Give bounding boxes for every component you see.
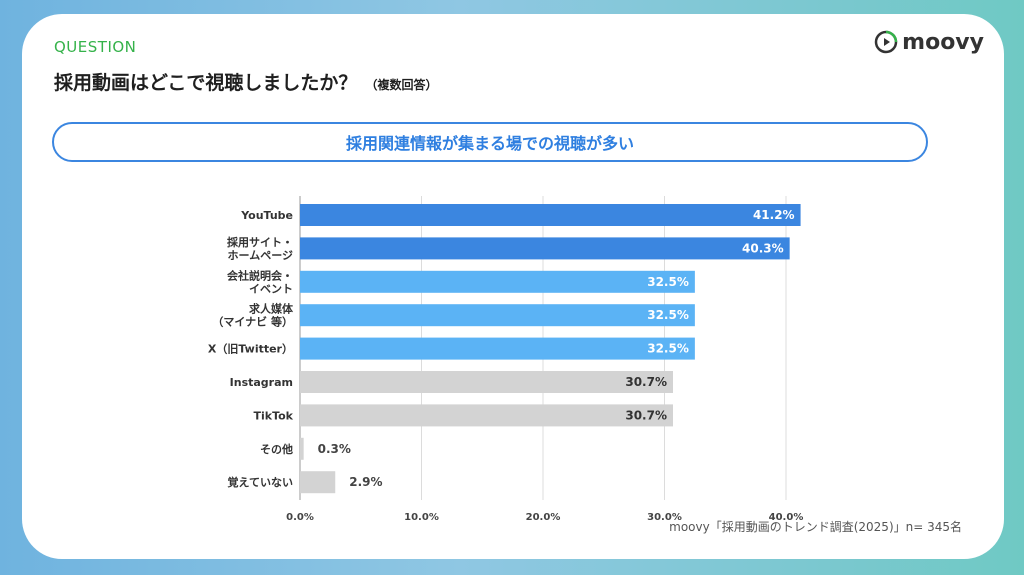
bar: [300, 371, 674, 393]
banner-text: 採用関連情報が集まる場での視聴が多い: [345, 134, 634, 153]
category-label: ホームページ: [228, 249, 293, 262]
x-tick-label: 10.0%: [404, 512, 439, 523]
category-label: TikTok: [253, 409, 293, 422]
category-label: （マイナビ 等）: [212, 315, 293, 329]
play-icon: [874, 30, 898, 54]
bar: [300, 337, 695, 360]
data-label: 41.2%: [753, 208, 795, 222]
bar: [300, 471, 336, 494]
category-label: その他: [260, 442, 293, 456]
bar: [300, 304, 695, 327]
bar: [300, 204, 801, 226]
category-label: 求人媒体: [249, 302, 294, 316]
data-label: 30.7%: [625, 408, 667, 422]
logo-text: moovy: [902, 29, 984, 55]
x-tick-label: 30.0%: [647, 512, 682, 523]
category-label: X（旧Twitter）: [208, 343, 293, 356]
data-label: 2.9%: [349, 475, 382, 489]
x-tick-label: 40.0%: [769, 512, 804, 523]
moovy-logo: moovy: [874, 28, 984, 56]
data-label: 32.5%: [647, 342, 689, 356]
x-tick-label: 20.0%: [526, 512, 561, 523]
data-label: 0.3%: [318, 442, 351, 456]
data-label: 30.7%: [625, 375, 667, 389]
x-tick-label: 0.0%: [286, 512, 314, 523]
bar: [300, 404, 674, 427]
category-label: YouTube: [240, 209, 293, 222]
data-label: 32.5%: [647, 275, 689, 289]
title-text: 採用動画はどこで視聴しましたか？: [54, 72, 358, 94]
title-note: （複数回答）: [365, 78, 438, 92]
data-label: 32.5%: [647, 308, 689, 322]
summary-banner: 採用関連情報が集まる場での視聴が多い: [52, 122, 928, 162]
category-label: 会社説明会・: [227, 268, 293, 282]
category-label: 採用サイト・: [227, 235, 293, 249]
data-label: 40.3%: [742, 241, 784, 255]
source-note: moovy「採用動画のトレンド調査(2025)」n= 345名: [669, 520, 962, 534]
category-label: イベント: [249, 282, 293, 295]
category-label: 覚えていない: [227, 475, 293, 489]
bar: [300, 237, 790, 260]
bar: [300, 437, 304, 460]
question-label: QUESTION: [54, 38, 137, 56]
bar: [300, 270, 695, 293]
page-title: 採用動画はどこで視聴しましたか？ （複数回答）: [54, 68, 437, 95]
category-label: Instagram: [230, 376, 293, 389]
